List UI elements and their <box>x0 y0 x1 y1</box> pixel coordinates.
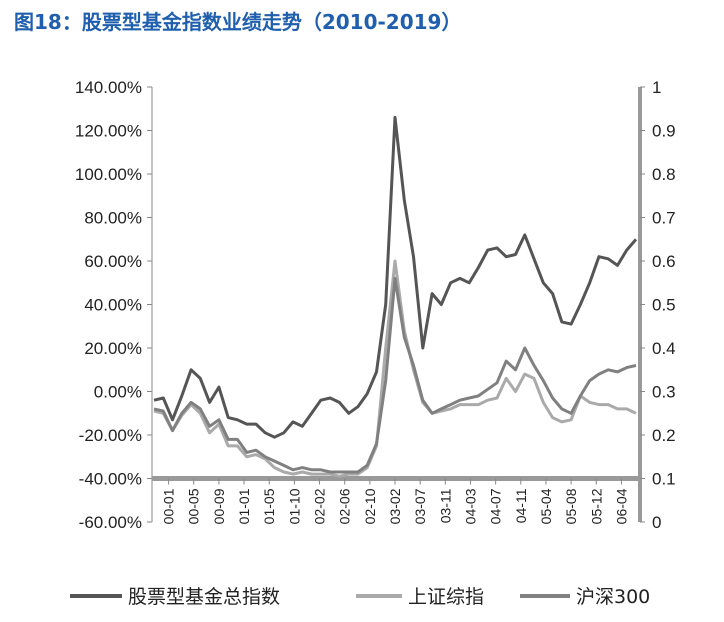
left-tick-label: -40.00% <box>79 470 142 489</box>
x-tick-label: 05-08 <box>563 488 579 524</box>
left-tick-label: 20.00% <box>84 339 142 358</box>
x-tick-label: 02-06 <box>337 488 353 524</box>
right-axis-ticks: 1 0.9 0.8 0.7 0.6 0.5 0.4 0.3 0.2 0.1 0 <box>638 78 676 532</box>
left-tick-label: 60.00% <box>84 252 142 271</box>
right-tick-label: 1 <box>652 78 661 97</box>
x-tick-label: 00-01 <box>161 488 177 524</box>
right-tick-label: 0.6 <box>652 252 676 271</box>
right-tick-label: 0.2 <box>652 426 676 445</box>
x-tick-label: 05-12 <box>588 488 604 524</box>
right-tick-label: 0.8 <box>652 165 676 184</box>
x-tick-label: 03-02 <box>387 488 403 524</box>
legend-label-sse: 上证综指 <box>408 586 484 608</box>
right-tick-label: 0.9 <box>652 122 676 141</box>
x-tick-label: 04-11 <box>513 488 529 523</box>
left-axis-ticks: 140.00% 120.00% 100.00% 80.00% 60.00% 40.00% 2… <box>75 78 153 532</box>
left-tick-label: 120.00% <box>75 122 142 141</box>
x-tick-label: 04-07 <box>488 488 504 524</box>
left-tick-label: 40.00% <box>84 296 142 315</box>
series-line-fund <box>153 115 638 439</box>
left-tick-label: 80.00% <box>84 209 142 228</box>
x-axis-ticks: 00-01 00-05 00-09 01-01 01-05 01-10 02-02 02-06… <box>152 476 640 524</box>
series-line-csi300 <box>153 276 637 474</box>
series-lines <box>153 115 638 478</box>
right-tick-label: 0.7 <box>652 209 676 228</box>
right-tick-label: 0.1 <box>652 470 676 489</box>
x-tick-label: 05-04 <box>538 488 554 524</box>
x-tick-label: 04-03 <box>462 488 478 524</box>
left-tick-label: 140.00% <box>75 78 142 97</box>
right-tick-label: 0 <box>652 513 661 532</box>
left-tick-label: -60.00% <box>79 513 142 532</box>
x-tick-label: 02-10 <box>362 488 378 524</box>
x-tick-label: 00-09 <box>211 488 227 524</box>
x-tick-label: 00-05 <box>186 488 202 524</box>
x-tick-label: 01-01 <box>236 488 252 524</box>
left-tick-label: 100.00% <box>75 165 142 184</box>
right-tick-label: 0.4 <box>652 339 676 358</box>
x-tick-label: 03-11 <box>437 488 453 523</box>
legend: 股票型基金总指数 上证综指 沪深300 <box>70 586 650 608</box>
legend-label-csi300: 沪深300 <box>576 586 650 608</box>
x-tick-label: 01-10 <box>286 488 302 524</box>
chart-title: 图18：股票型基金指数业绩走势（2010-2019） <box>14 10 462 34</box>
x-tick-label: 02-02 <box>312 488 328 524</box>
left-tick-label: 0.00% <box>94 383 142 402</box>
x-tick-label: 03-07 <box>412 488 428 524</box>
right-tick-label: 0.5 <box>652 296 676 315</box>
x-tick-label: 01-05 <box>261 488 277 524</box>
series-line-sse <box>153 259 637 478</box>
left-tick-label: -20.00% <box>79 426 142 445</box>
x-tick-label: 06-04 <box>613 488 629 524</box>
legend-label-fund: 股票型基金总指数 <box>128 586 280 608</box>
right-tick-label: 0.3 <box>652 383 676 402</box>
